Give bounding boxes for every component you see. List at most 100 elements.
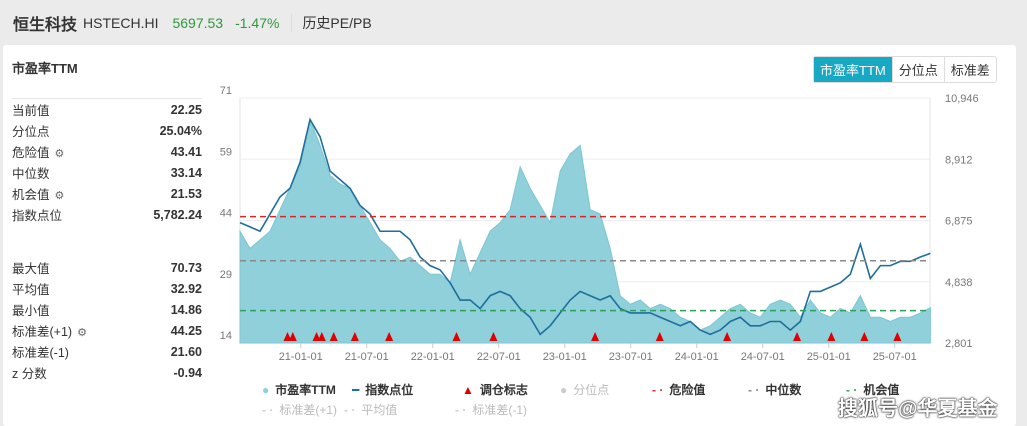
x-tick-label: 23-01-01: [543, 351, 587, 363]
legend-label: 标准差(-1): [472, 403, 527, 417]
legend-item[interactable]: ▲ 调仓标志: [462, 381, 528, 398]
legend-symbol-icon: - ·: [344, 402, 356, 417]
tab-pe-ttm[interactable]: 市盈率TTM: [814, 57, 892, 82]
mode-link[interactable]: 历史PE/PB: [302, 14, 372, 31]
stat-row: 危险值 ⚙ 43.41: [12, 141, 202, 162]
stat-value: 25.04%: [159, 123, 202, 138]
stat-row: 分位点 25.04%: [12, 120, 202, 141]
right-tick-label: 8,912: [945, 154, 973, 166]
stat-label-text: 平均值: [12, 283, 50, 297]
rebalance-marker: [317, 332, 326, 341]
legend-item[interactable]: - · 平均值: [344, 401, 397, 418]
stat-label: 中位数: [12, 163, 50, 182]
legend-item[interactable]: ● 市盈率TTM: [262, 381, 336, 398]
x-tick-label: 21-07-01: [345, 351, 389, 363]
legend-item[interactable]: ━ 指数点位: [352, 381, 413, 398]
stat-label: 平均值: [12, 279, 50, 298]
rebalance-marker: [723, 332, 732, 341]
stat-row: 标准差(+1) ⚙ 44.25: [12, 320, 202, 341]
x-tick-label: 23-07-01: [609, 351, 653, 363]
rebalance-marker: [591, 332, 600, 341]
stat-label: 当前值: [12, 100, 50, 119]
stat-label-text: 最大值: [12, 262, 50, 276]
stats-bottom: 最大值 70.73 平均值 32.92 最小值 14.86 标准差(+1) ⚙ 44.25 标准差…: [12, 257, 202, 383]
legend-item[interactable]: - · 标准差(-1): [455, 401, 527, 418]
stat-label-text: 机会值: [12, 188, 50, 202]
rebalance-marker: [350, 332, 359, 341]
stat-value: 14.86: [170, 302, 202, 317]
divider: [291, 13, 293, 32]
legend-symbol-icon: - ·: [455, 402, 467, 417]
legend-label: 分位点: [573, 383, 610, 397]
stat-row: 最小值 14.86: [12, 299, 202, 320]
right-tick-label: 10,946: [945, 93, 979, 105]
left-tick-label: 29: [220, 269, 232, 281]
x-tick-label: 24-07-01: [741, 351, 785, 363]
stat-value: 44.25: [170, 323, 202, 338]
right-tick-label: 4,838: [945, 277, 973, 289]
stat-value: 43.41: [170, 144, 202, 159]
left-tick-label: 71: [220, 85, 232, 97]
stat-label: z 分数: [12, 363, 47, 382]
rebalance-marker: [860, 332, 869, 341]
stat-row: 当前值 22.25: [12, 99, 202, 120]
pe-area-series: [239, 117, 931, 344]
legend-label: 调仓标志: [479, 383, 528, 397]
stat-label-text: 中位数: [12, 167, 50, 181]
legend-symbol-icon: ●: [262, 382, 270, 397]
gear-icon[interactable]: ⚙: [54, 190, 65, 202]
stats-top: 当前值 22.25 分位点 25.04% 危险值 ⚙ 43.41 中位数 33.14 机会值 ⚙ 21…: [12, 98, 202, 225]
stat-label: 最大值: [12, 258, 50, 277]
stat-label: 危险值 ⚙: [12, 142, 64, 161]
legend-symbol-icon: - ·: [748, 382, 760, 397]
stat-row: 平均值 32.92: [12, 278, 202, 299]
legend-label: 机会值: [863, 383, 900, 397]
right-tick-label: 2,801: [945, 338, 973, 350]
rebalance-marker: [329, 332, 338, 341]
tab-stddev[interactable]: 标准差: [943, 57, 996, 82]
rebalance-marker: [793, 332, 802, 341]
legend-symbol-icon: ▲: [462, 382, 474, 397]
x-tick-label: 21-01-01: [279, 351, 323, 363]
legend-item[interactable]: - · 机会值: [846, 381, 899, 398]
index-change: -1.47%: [235, 14, 280, 31]
stat-label-text: 最小值: [12, 304, 50, 318]
x-tick-label: 22-01-01: [411, 351, 455, 363]
stat-label-text: 危险值: [12, 146, 50, 160]
legend-symbol-icon: - ·: [846, 382, 858, 397]
stat-label: 指数点位: [12, 205, 62, 224]
rebalance-marker: [385, 332, 394, 341]
left-tick-label: 59: [220, 146, 232, 158]
legend-item[interactable]: ● 分位点: [560, 381, 609, 398]
rebalance-marker: [312, 332, 321, 341]
stat-row: 机会值 ⚙ 21.53: [12, 183, 202, 204]
panel-title: 市盈率TTM: [12, 61, 78, 76]
legend-label: 市盈率TTM: [275, 383, 336, 397]
tab-percentile[interactable]: 分位点: [891, 57, 944, 82]
stat-label: 分位点: [12, 121, 50, 140]
left-tick-label: 44: [220, 208, 232, 220]
right-tick-label: 6,875: [945, 216, 973, 228]
stat-value: 5,782.24: [153, 207, 202, 222]
legend-item[interactable]: - · 危险值: [652, 381, 705, 398]
index-name: 恒生科技: [13, 16, 78, 34]
stat-value: 70.73: [170, 260, 202, 275]
stat-value: -0.94: [173, 365, 203, 380]
x-tick-label: 22-07-01: [477, 351, 521, 363]
stat-row: 中位数 33.14: [12, 162, 202, 183]
stat-row: 指数点位 5,782.24: [12, 204, 202, 225]
gear-icon[interactable]: ⚙: [77, 327, 87, 339]
legend-item[interactable]: - · 标准差(+1): [262, 401, 337, 418]
stat-value: 32.92: [170, 281, 202, 296]
stat-value: 21.60: [170, 344, 202, 359]
rebalance-marker: [655, 332, 664, 341]
legend-item[interactable]: - · 中位数: [748, 381, 801, 398]
stat-row: z 分数 -0.94: [12, 362, 202, 383]
gear-icon[interactable]: ⚙: [54, 148, 65, 160]
stat-value: 33.14: [170, 165, 202, 180]
index-price: 5697.53: [172, 14, 224, 31]
legend-symbol-icon: - ·: [262, 402, 274, 417]
stat-label-text: 当前值: [12, 104, 50, 118]
stat-label-text: 标准差(-1): [12, 346, 69, 360]
